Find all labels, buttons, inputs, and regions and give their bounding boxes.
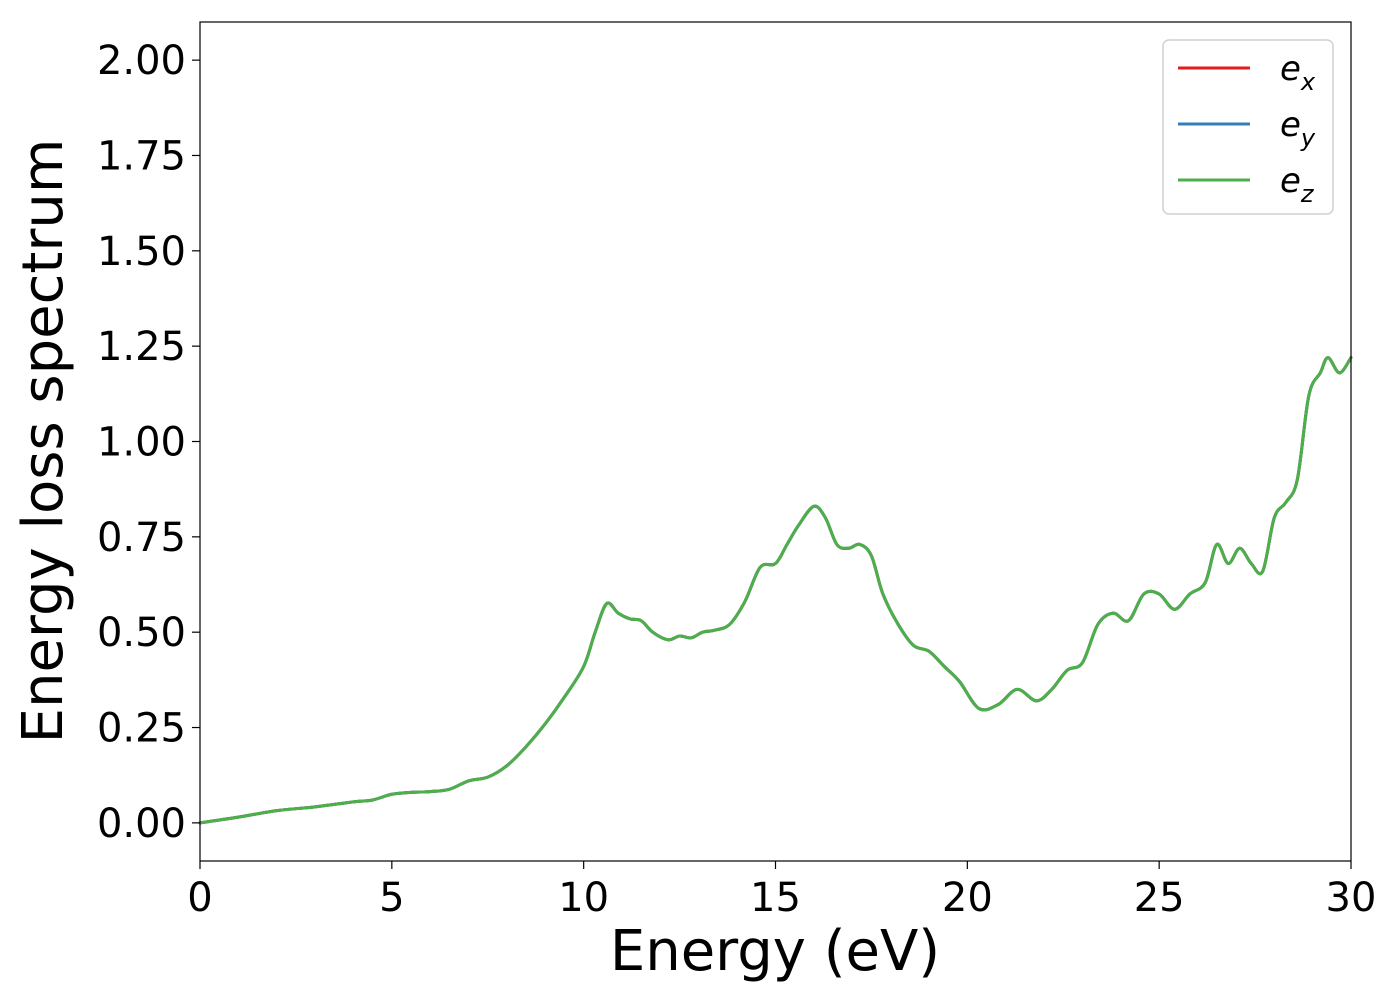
x-tick-label: 10 — [558, 875, 609, 921]
y-axis-ticks: 0.00 0.25 0.50 0.75 1.00 1.25 1.50 1.75 2.00 — [97, 38, 200, 847]
series-line-x — [198, 356, 1353, 825]
y-tick-label: 0.25 — [97, 706, 186, 752]
legend-label-z: ez — [1280, 161, 1315, 208]
x-tick-label: 30 — [1326, 875, 1377, 921]
y-tick-label: 1.75 — [97, 133, 186, 179]
x-tick-label: 0 — [187, 875, 212, 921]
x-axis-ticks: 0 5 10 15 20 25 30 — [187, 861, 1376, 921]
legend-label-subscript: z — [1300, 180, 1315, 208]
y-tick-label: 2.00 — [97, 38, 186, 84]
legend-box — [1162, 39, 1334, 215]
y-tick-label: 1.25 — [97, 324, 186, 370]
legend-label-base: e — [1280, 161, 1301, 201]
x-tick-label: 25 — [1134, 875, 1185, 921]
y-tick-label: 0.50 — [97, 610, 186, 656]
legend-label-base: e — [1280, 49, 1301, 89]
y-axis-title: Energy loss spectrum — [11, 139, 76, 744]
legend-label-subscript: x — [1300, 68, 1316, 96]
y-tick-label: 1.50 — [97, 229, 186, 275]
series-line-y — [198, 356, 1353, 825]
legend-label-base: e — [1280, 105, 1301, 145]
x-tick-label: 5 — [379, 875, 404, 921]
y-tick-label: 1.00 — [97, 420, 186, 466]
legend-label-x: ex — [1280, 49, 1316, 96]
y-tick-label: 0.00 — [97, 801, 186, 847]
legend-label-y: ey — [1280, 105, 1316, 152]
y-tick-label: 0.75 — [97, 515, 186, 561]
series-line-z — [198, 356, 1353, 825]
x-tick-label: 15 — [750, 875, 801, 921]
legend-label-subscript: y — [1300, 124, 1316, 152]
x-tick-label: 20 — [942, 875, 993, 921]
x-axis-title: Energy (eV) — [610, 919, 940, 984]
series-layer — [198, 356, 1353, 825]
